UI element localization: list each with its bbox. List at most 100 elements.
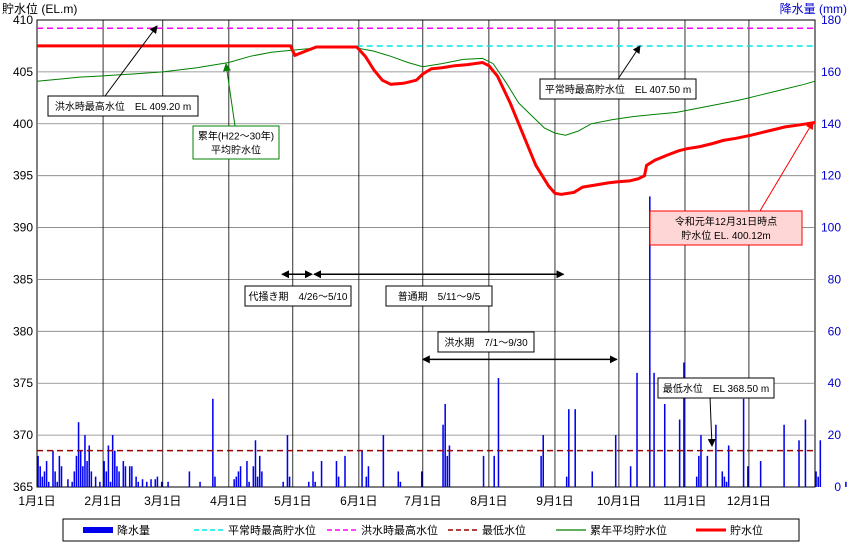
rain-bar: [188, 471, 191, 487]
rain-bar: [160, 481, 163, 487]
x-tick-label: 6月1日: [340, 494, 377, 508]
legend-label: 平常時最高貯水位: [228, 523, 316, 537]
y-right-tick-label: 80: [828, 272, 842, 286]
legend-item-avg_level: 累年平均貯水位: [556, 523, 667, 537]
rain-bar: [442, 424, 444, 487]
rain-bar: [43, 471, 46, 487]
period-normal-label: 普通期 5/11～9/5: [385, 285, 493, 307]
rain-bar: [45, 461, 48, 487]
annotation-box: [649, 210, 803, 246]
x-tick-label: 10月1日: [597, 494, 641, 508]
y-right-tick-label: 60: [828, 324, 842, 338]
y-right-tick-label: 160: [821, 65, 841, 79]
rain-bar: [235, 476, 238, 487]
legend-swatch: [83, 527, 113, 533]
rain-bar: [82, 466, 84, 487]
annotation-text: 累年(H22～30年): [198, 130, 274, 143]
legend-label: 累年平均貯水位: [590, 523, 667, 537]
rain-bar: [39, 466, 41, 487]
period-flood-label: 洪水期 7/1～9/30: [437, 331, 535, 353]
rain-bar: [614, 435, 617, 487]
rain-bar: [448, 445, 451, 487]
annotation-box: [539, 78, 697, 100]
y-left-tick-label: 380: [13, 324, 33, 338]
rain-bar: [199, 481, 201, 487]
rain-bar: [86, 461, 88, 487]
rain-bar: [361, 450, 363, 487]
rain-bar: [103, 461, 105, 487]
rain-bar: [742, 398, 745, 487]
rain-bar: [288, 476, 291, 487]
rain-bar: [239, 466, 242, 487]
rain-bar: [116, 466, 118, 487]
rain-bar: [131, 466, 133, 487]
legend-frame: [62, 518, 800, 542]
y-left-tick-label: 395: [13, 169, 33, 183]
rain-bar: [261, 471, 263, 487]
rain-bar: [54, 471, 56, 487]
annotation-box: [657, 377, 775, 399]
rain-bar: [382, 435, 385, 487]
normal-max-arrow: [617, 45, 641, 80]
rain-bar: [695, 476, 698, 487]
rain-bar: [99, 481, 101, 487]
rain-bar: [37, 455, 39, 487]
x-tick-label: 5月1日: [274, 494, 311, 508]
rain-bar: [565, 476, 568, 487]
rain-bar: [817, 476, 819, 487]
rain-bar: [286, 435, 289, 487]
annotation-text: 平常時最高貯水位 EL 407.50 m: [545, 83, 691, 96]
rain-bar: [282, 481, 284, 487]
rain-bar: [146, 481, 148, 487]
rain-bar: [493, 455, 495, 487]
rain-bar: [71, 481, 73, 487]
min-level-annotation: 最低水位 EL 368.50 m: [657, 377, 775, 399]
rain-bar: [636, 372, 638, 487]
y-right-tick-label: 180: [821, 13, 841, 27]
y-left-tick-label: 370: [13, 428, 33, 442]
y-right-tick-label: 40: [828, 376, 842, 390]
plot-frame: [36, 19, 816, 488]
legend: 降水量 平常時最高貯水位 洪水時最高水位 最低水位 累年平均貯水位 貯水位: [62, 518, 800, 542]
annotation-text: 普通期 5/11～9/5: [398, 290, 481, 303]
rain-bar: [723, 476, 726, 487]
avg-annotation: 累年(H22～30年)平均貯水位: [192, 125, 280, 160]
rain-bar: [344, 455, 346, 487]
rain-bar: [444, 403, 446, 487]
x-tick-label: 4月1日: [210, 494, 247, 508]
annotation-box: [244, 285, 352, 307]
rain-bar: [727, 445, 730, 487]
rain-bar: [798, 440, 800, 487]
rain-bar: [88, 445, 90, 487]
min-level-arrow: [707, 396, 716, 447]
current-arrow: [759, 121, 814, 212]
y-right-axis-label: 降水量 (mm): [780, 2, 847, 16]
rain-bar: [150, 479, 152, 487]
rain-bar: [109, 481, 112, 487]
y-left-tick-label: 375: [13, 376, 33, 390]
rain-bar: [128, 466, 131, 487]
rain-bar: [233, 479, 235, 487]
y-right-tick-label: 140: [821, 117, 841, 131]
rain-bar: [154, 479, 157, 487]
y-left-axis-label: 貯水位 (EL.m): [2, 1, 77, 16]
rain-bar: [41, 476, 44, 487]
rain-bar: [542, 435, 544, 487]
rain-bar: [141, 479, 144, 487]
legend-label: 洪水時最高水位: [361, 523, 438, 537]
annotation-text: 平均貯水位: [211, 144, 261, 157]
annotation-box: [47, 95, 199, 117]
rain-bar: [312, 471, 314, 487]
rain-bar: [700, 435, 702, 487]
legend-item-flood_max: 洪水時最高水位: [327, 523, 438, 537]
y-right-tick-label: 20: [828, 428, 842, 442]
x-tick-label: 8月1日: [470, 494, 507, 508]
rain-bar: [649, 196, 651, 487]
rain-bar: [256, 476, 259, 487]
rain-bar: [845, 481, 847, 487]
rain-bar: [568, 409, 570, 487]
rain-bar: [308, 481, 310, 487]
x-tick-label: 9月1日: [536, 494, 573, 508]
